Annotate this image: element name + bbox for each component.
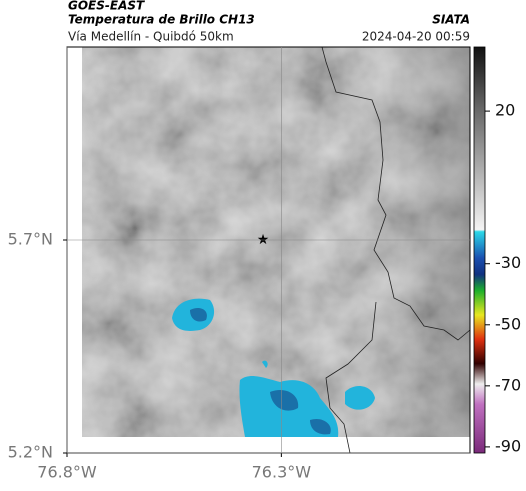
border <box>325 301 377 454</box>
colorbar <box>473 46 486 454</box>
timestamp: 2024-04-20 00:59 <box>362 30 470 44</box>
colorbar-label: -90 <box>495 436 521 455</box>
source: GOES-EAST <box>68 0 145 13</box>
colorbar-label: -70 <box>495 375 521 394</box>
border <box>321 46 471 341</box>
y-tick-label: 5.7°N <box>8 229 53 248</box>
colorbar-label: -30 <box>495 253 521 272</box>
credit: SIATA <box>432 13 470 27</box>
colorbar-label: -50 <box>495 314 521 333</box>
satellite-image <box>82 47 470 437</box>
x-tick-label: 76.3°W <box>252 463 312 482</box>
x-tick-label: 76.8°W <box>37 463 97 482</box>
subtitle: Vía Medellín - Quibdó 50km <box>68 30 234 44</box>
title: Temperatura de Brillo CH13 <box>68 13 255 27</box>
colorbar-label: 20 <box>495 101 515 120</box>
y-tick-label: 5.2°N <box>8 443 53 462</box>
